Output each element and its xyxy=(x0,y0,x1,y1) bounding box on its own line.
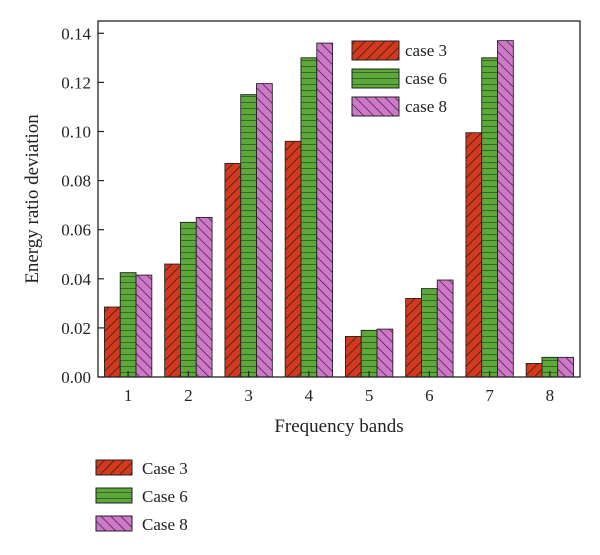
bar-case-3-band-3 xyxy=(224,162,242,378)
bar-case-3-band-7 xyxy=(465,132,483,378)
x-tick-label: 6 xyxy=(425,386,434,405)
lower-legend-label-case-6: Case 6 xyxy=(142,487,188,506)
lower-legend-label-case-3: Case 3 xyxy=(142,459,188,478)
lower-legend-swatch-case-8 xyxy=(95,515,133,532)
bar-case-8-band-7 xyxy=(497,40,514,378)
bar-case-8-band-3 xyxy=(256,83,273,378)
bar-case-8-band-8 xyxy=(557,356,575,378)
bar-case-3-band-4 xyxy=(284,140,302,378)
bar-case-6-band-5 xyxy=(360,329,378,378)
y-tick-label: 0.02 xyxy=(61,319,91,338)
legend-swatch-case-6 xyxy=(351,68,400,89)
bar-case-8-band-6 xyxy=(436,279,454,378)
x-tick-label: 7 xyxy=(485,386,494,405)
x-axis-title: Frequency bands xyxy=(274,416,403,437)
x-tick-label: 8 xyxy=(546,386,555,405)
y-tick-label: 0.12 xyxy=(61,73,91,92)
bar-case-3-band-5 xyxy=(344,336,362,378)
y-axis-title: Energy ratio deviation xyxy=(22,114,43,284)
bar-case-8-band-4 xyxy=(316,42,334,378)
x-tick-label: 2 xyxy=(184,386,193,405)
bar-case-6-band-7 xyxy=(481,57,498,378)
x-tick-label: 4 xyxy=(305,386,314,405)
legend: case 3 case 6 case 8 xyxy=(351,40,447,117)
x-tick-label: 5 xyxy=(365,386,374,405)
legend-label-case-3: case 3 xyxy=(405,41,447,60)
bar-case-3-band-8 xyxy=(525,363,543,378)
bars-group xyxy=(103,40,575,378)
bar-case-6-band-1 xyxy=(119,272,137,378)
bar-case-8-band-1 xyxy=(135,274,153,378)
bar-case-3-band-1 xyxy=(103,306,121,378)
y-tick-label: 0.08 xyxy=(61,172,91,191)
bar-case-8-band-5 xyxy=(376,328,394,378)
bar-case-6-band-3 xyxy=(240,94,257,378)
y-tick-label: 0.00 xyxy=(61,368,91,387)
lower-legend-label-case-8: Case 8 xyxy=(142,515,188,534)
x-tick-label: 3 xyxy=(244,386,253,405)
bar-case-8-band-2 xyxy=(195,216,213,378)
y-tick-label: 0.14 xyxy=(61,24,91,43)
plot-frame xyxy=(97,20,581,378)
legend-swatch-case-3 xyxy=(351,40,400,61)
legend-label-case-6: case 6 xyxy=(405,69,447,88)
x-axis: 1 2 3 4 5 6 7 8 xyxy=(124,371,554,405)
bar-case-6-band-4 xyxy=(300,57,318,378)
x-tick-label: 1 xyxy=(124,386,133,405)
bar-case-3-band-2 xyxy=(164,263,181,378)
y-tick-label: 0.06 xyxy=(61,221,91,240)
y-tick-label: 0.10 xyxy=(61,122,91,141)
lower-legend: Case 3 Case 6 Case 8 xyxy=(95,459,188,534)
bar-case-3-band-6 xyxy=(405,297,422,378)
bar-case-6-band-6 xyxy=(421,288,438,378)
lower-legend-swatch-case-6 xyxy=(95,487,133,504)
legend-swatch-case-8 xyxy=(351,96,400,117)
legend-label-case-8: case 8 xyxy=(405,97,447,116)
lower-legend-swatch-case-3 xyxy=(95,459,133,476)
bar-case-6-band-2 xyxy=(180,221,197,378)
y-axis: 0.00 0.02 0.04 0.06 0.08 0.10 0.12 0.14 xyxy=(61,24,104,387)
y-tick-label: 0.04 xyxy=(61,270,91,289)
